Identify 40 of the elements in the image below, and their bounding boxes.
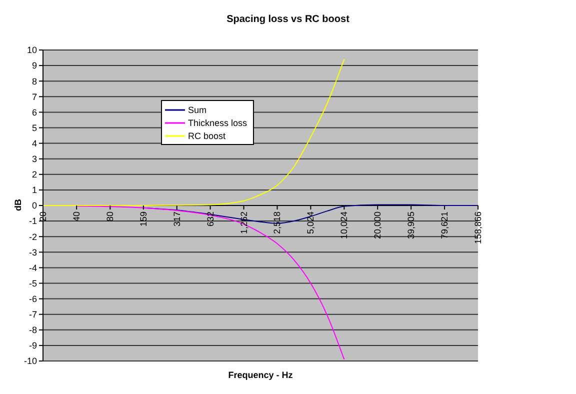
y-tick-label: -5 [28,278,37,288]
x-tick-label: 40 [72,212,82,222]
y-tick-label: 9 [32,60,37,71]
x-tick-label: 10,024 [339,212,350,240]
x-tick-label: 159 [138,212,148,227]
y-tick-label: -4 [28,262,37,273]
legend-label: RC boost [188,130,226,140]
y-tick-label: -10 [24,356,37,366]
y-tick-label: 6 [32,107,37,118]
y-tick-label: 0 [32,200,37,211]
x-tick-label: 39,905 [406,212,416,240]
y-tick-label: 7 [32,92,37,102]
x-tick-label: 80 [105,212,116,222]
y-tick-label: -6 [28,294,37,304]
legend-label: Thickness loss [188,118,248,128]
y-tick-label: 1 [32,185,37,196]
legend-label: Sum [188,104,207,114]
x-tick-label: 632 [205,212,216,227]
y-tick-label: 3 [32,154,37,164]
x-tick-label: 158,866 [473,212,483,244]
y-tick-label: -3 [28,247,37,258]
y-tick-label: -1 [28,216,37,226]
x-tick-label: 317 [172,212,182,227]
x-tick-label: 5,024 [306,212,316,234]
y-tick-label: 10 [26,45,37,56]
x-tick-label: 79,621 [440,212,450,240]
y-tick-label: -7 [28,310,37,320]
chart-title: Spacing loss vs RC boost [226,14,350,25]
x-tick-label: 2,518 [272,212,282,234]
y-axis-title: dB [13,198,23,210]
y-tick-label: -8 [28,325,37,336]
x-tick-label: 1,262 [238,212,249,234]
y-tick-label: 5 [32,122,37,133]
y-tick-label: 8 [32,76,37,86]
x-axis-title: Frequency - Hz [227,370,294,380]
x-tick-label: 20,000 [372,212,383,240]
y-tick-label: -9 [28,340,37,351]
y-tick-label: 2 [32,170,37,180]
y-tick-label: 4 [32,138,37,148]
y-tick-label: -2 [28,232,37,242]
